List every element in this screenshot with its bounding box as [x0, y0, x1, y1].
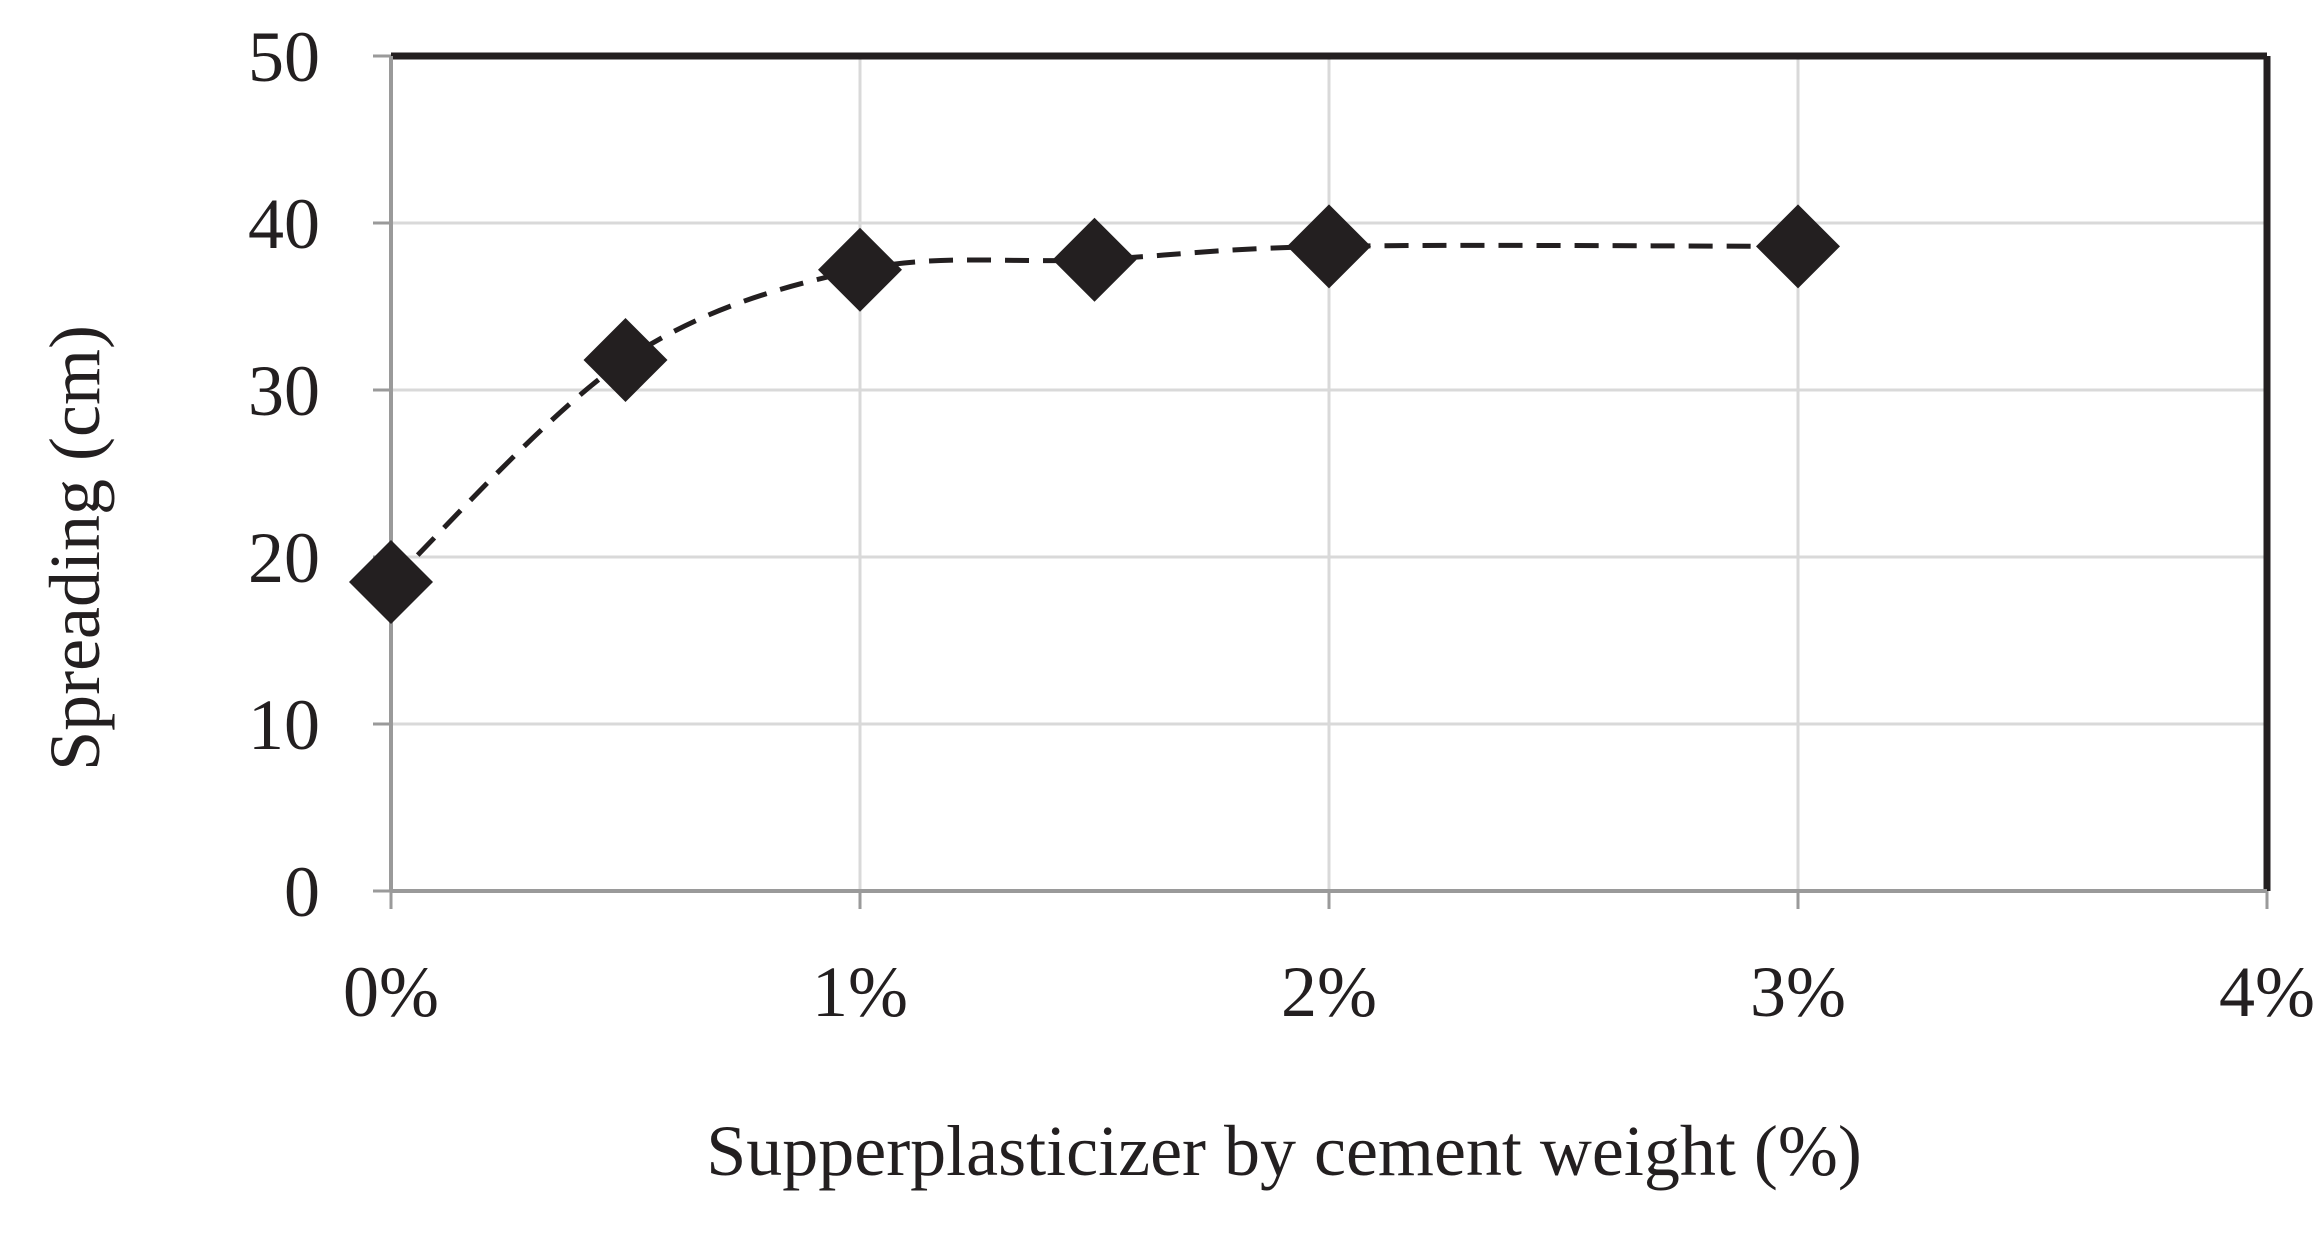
- y-tick-label: 30: [248, 351, 320, 431]
- series-trend-line: [389, 242, 1799, 584]
- y-tick-label: 0: [284, 852, 320, 932]
- y-tick-label: 10: [248, 685, 320, 765]
- x-axis-title: Supperplasticizer by cement weight (%): [706, 1111, 1862, 1191]
- data-point-diamond: [1287, 204, 1371, 289]
- x-tick-label: 3%: [1750, 952, 1846, 1032]
- data-point-diamond: [583, 317, 668, 402]
- x-tick-label: 0%: [343, 952, 439, 1032]
- y-axis-title: Spreading (cm): [35, 325, 115, 771]
- x-tick-label: 1%: [812, 952, 908, 1032]
- y-tick-labels: 0 10 20 30 40 50: [248, 17, 320, 932]
- data-point-diamond: [1052, 217, 1137, 302]
- data-markers: [349, 204, 1840, 625]
- data-point-diamond: [1756, 204, 1840, 289]
- data-point-diamond: [349, 540, 433, 625]
- y-tick-label: 50: [248, 17, 320, 97]
- x-tick-labels: 0% 1% 2% 3% 4%: [343, 952, 2315, 1032]
- axes: [373, 52, 2271, 909]
- grid-lines: [391, 56, 2267, 891]
- data-point-diamond: [818, 227, 902, 312]
- x-tick-label: 4%: [2219, 952, 2315, 1032]
- x-tick-label: 2%: [1281, 952, 1377, 1032]
- y-tick-label: 20: [248, 518, 320, 598]
- y-tick-label: 40: [248, 184, 320, 264]
